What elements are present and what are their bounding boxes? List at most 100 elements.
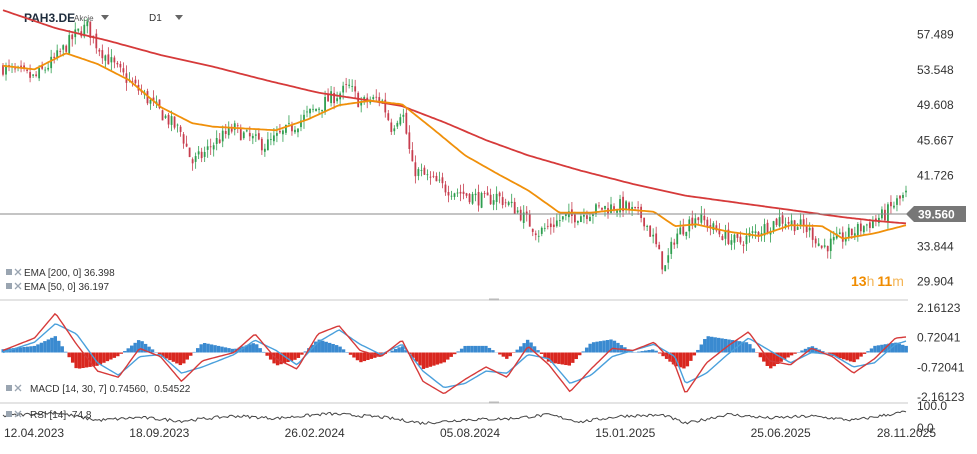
settings-icon[interactable] <box>6 411 12 417</box>
macd-histogram-bar <box>456 351 459 352</box>
close-icon[interactable] <box>15 385 21 391</box>
candle <box>399 114 401 126</box>
candle <box>884 204 886 223</box>
macd-histogram-bar <box>210 344 213 352</box>
macd-histogram-bar <box>575 353 578 360</box>
macd-histogram-bar <box>696 350 699 353</box>
macd-histogram-bar <box>213 345 216 352</box>
symbol-label[interactable]: PAH3.DE <box>24 11 75 25</box>
countdown-minutes-unit: m <box>892 273 904 289</box>
candle <box>466 193 468 198</box>
candle <box>378 92 380 106</box>
macd-histogram-bar <box>338 347 341 353</box>
macd-signal-value: 0.54522 <box>154 384 191 395</box>
candle <box>517 207 519 214</box>
macd-histogram-bar <box>262 352 265 353</box>
macd-histogram-bar <box>356 353 359 361</box>
macd-name: MACD <box>30 384 59 395</box>
timeframe-dropdown-icon[interactable] <box>175 15 183 20</box>
candle <box>297 128 299 137</box>
close-icon[interactable] <box>15 283 21 289</box>
macd-histogram-bar <box>477 346 480 353</box>
rsi-pane[interactable] <box>3 411 906 424</box>
candle <box>827 245 829 258</box>
settings-icon[interactable] <box>6 385 12 391</box>
close-icon[interactable] <box>15 269 21 275</box>
macd-histogram-bar <box>224 347 227 352</box>
candle <box>417 167 419 180</box>
candle <box>411 142 413 161</box>
macd-histogram-bar <box>852 353 855 363</box>
rsi-legend[interactable]: RSI [14] 74.8 <box>6 410 92 421</box>
macd-histogram-bar <box>293 353 296 360</box>
candle <box>532 228 534 236</box>
price-pane[interactable] <box>0 10 908 274</box>
macd-histogram-bar <box>349 353 352 355</box>
macd-histogram-bar <box>189 353 192 356</box>
candle <box>881 206 883 220</box>
candle <box>424 165 426 175</box>
macd-histogram-bar <box>752 348 755 352</box>
ema-50-legend[interactable]: EMA [50, 0] 36.197 <box>6 282 110 293</box>
macd-histogram-bar <box>67 353 70 358</box>
candle <box>336 92 338 104</box>
macd-histogram-bar <box>443 353 446 363</box>
candle <box>454 193 456 200</box>
candle <box>490 189 492 205</box>
candle <box>198 146 200 159</box>
candle <box>119 61 121 72</box>
macd-histogram-bar <box>793 353 796 354</box>
candle <box>715 221 717 233</box>
macd-histogram-bar <box>193 352 196 353</box>
macd-histogram-bar <box>599 341 602 352</box>
macd-histogram-bar <box>484 346 487 353</box>
price-tick-label: 29.904 <box>917 275 954 289</box>
settings-icon[interactable] <box>6 269 12 275</box>
macd-histogram-bar <box>217 346 220 353</box>
current-price-badge: 39.560 <box>906 206 966 222</box>
macd-histogram-bar <box>873 346 876 353</box>
candle <box>8 60 10 72</box>
pane-resize-handle[interactable] <box>489 402 499 404</box>
candle <box>243 131 245 140</box>
macd-histogram-bar <box>651 349 654 352</box>
candle <box>553 217 555 233</box>
candle <box>529 210 531 227</box>
candle <box>589 214 591 222</box>
candle <box>694 213 696 228</box>
candle <box>821 245 823 249</box>
macd-histogram-bar <box>133 343 136 353</box>
macd-histogram-bar <box>679 353 682 368</box>
candle <box>393 125 395 135</box>
macd-histogram-bar <box>839 353 842 359</box>
candle <box>375 89 377 102</box>
rsi-params: [14] <box>49 410 66 421</box>
macd-pane[interactable] <box>2 314 908 393</box>
macd-legend-text: MACD [14, 30, 7] 0.74560, 0.54522 <box>30 384 191 395</box>
candle <box>451 191 453 200</box>
candle <box>800 213 802 229</box>
candle <box>667 248 669 269</box>
macd-legend[interactable]: MACD [14, 30, 7] 0.74560, 0.54522 <box>6 384 191 395</box>
pane-resize-handle[interactable] <box>489 299 499 301</box>
candle <box>113 56 115 69</box>
candle <box>577 220 579 225</box>
macd-histogram-bar <box>175 353 178 364</box>
price-axis[interactable]: 57.48953.54849.60845.66741.72637.78533.8… <box>917 27 954 288</box>
symbol-dropdown-icon[interactable] <box>101 15 109 20</box>
candle <box>499 191 501 203</box>
macd-params: [14, 30, 7] <box>62 384 107 395</box>
timeframe-label[interactable]: D1 <box>149 13 162 24</box>
ema-50-name: EMA <box>24 282 46 293</box>
date-tick-label: 12.04.2023 <box>4 426 64 440</box>
macd-histogram-bar <box>644 351 647 353</box>
macd-histogram-bar <box>335 345 338 352</box>
ema-200-legend[interactable]: EMA [200, 0] 36.398 <box>6 268 115 279</box>
candle <box>333 87 335 109</box>
settings-icon[interactable] <box>6 283 12 289</box>
